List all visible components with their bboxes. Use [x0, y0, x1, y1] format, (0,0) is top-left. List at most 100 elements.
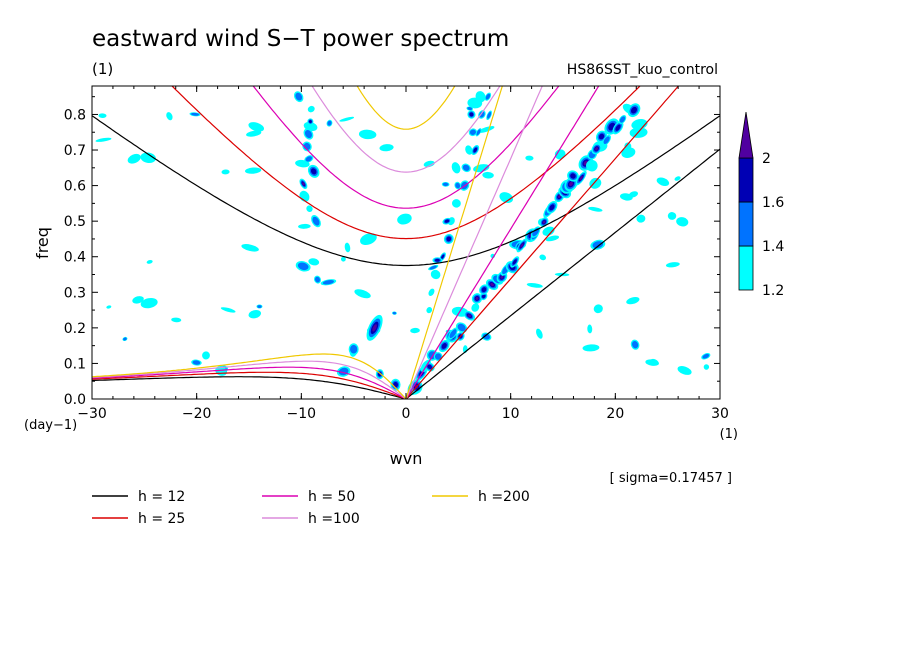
- power-contour-level: [302, 182, 305, 186]
- power-contour-level: [467, 107, 473, 111]
- dispersion-curve: [171, 86, 641, 240]
- power-blob: [536, 328, 543, 339]
- power-blob: [220, 307, 236, 313]
- x-tick-label: 30: [711, 406, 729, 422]
- power-blob: [626, 297, 640, 305]
- power-contour-level: [327, 120, 332, 126]
- power-contour-level: [676, 217, 689, 227]
- power-blob: [441, 181, 450, 187]
- power-blob: [304, 155, 314, 163]
- power-contour-level: [542, 220, 546, 224]
- power-contour-level: [455, 182, 461, 189]
- power-contour-level: [497, 56, 506, 66]
- y-tick-label: 0.4: [64, 250, 86, 266]
- legend-label: h = 12: [138, 489, 185, 505]
- colorbar-segment: [738, 201, 754, 247]
- power-contour-level: [257, 305, 262, 308]
- power-blob: [428, 264, 439, 271]
- power-contour-level: [435, 258, 440, 262]
- power-blob: [496, 54, 509, 68]
- power-blob: [468, 128, 478, 137]
- power-blob: [567, 170, 579, 182]
- power-blob: [311, 215, 321, 228]
- power-blob: [306, 205, 313, 212]
- power-blob: [302, 141, 312, 152]
- chart-subtitle-left: (1): [92, 60, 113, 78]
- y-axis-unit: (day−1): [24, 418, 77, 433]
- power-blob: [591, 143, 602, 155]
- power-blob: [432, 257, 443, 264]
- power-contour-level: [451, 162, 461, 174]
- power-blob: [344, 242, 351, 253]
- power-contour-level: [444, 219, 450, 223]
- power-contour-level: [645, 359, 659, 366]
- power-contour-level: [221, 169, 230, 175]
- x-tick-label: 10: [502, 406, 520, 422]
- power-contour-level: [626, 297, 640, 305]
- power-contour-level: [146, 259, 153, 264]
- power-blob: [256, 304, 263, 309]
- power-contour-level: [479, 111, 485, 118]
- power-blob: [645, 359, 659, 366]
- power-contour-level: [473, 147, 478, 153]
- power-contour-level: [488, 74, 499, 84]
- power-contour-level: [588, 206, 603, 212]
- power-contour-level: [392, 311, 397, 315]
- power-contour-level: [621, 147, 636, 158]
- power-blob: [438, 339, 450, 353]
- power-contour-level: [520, 243, 524, 248]
- power-blob: [665, 262, 680, 268]
- power-contour-level: [98, 113, 107, 119]
- power-contour-level: [465, 145, 473, 155]
- dispersion-curve: [405, 86, 680, 399]
- power-blob: [326, 119, 333, 127]
- power-contour-level: [593, 304, 603, 314]
- power-blob: [471, 303, 480, 312]
- y-tick-label: 0.1: [64, 356, 86, 372]
- power-blob: [488, 74, 499, 84]
- power-contour-level: [499, 58, 505, 65]
- colorbar-label: 1.2: [762, 283, 784, 299]
- power-contour-level: [95, 137, 112, 142]
- power-contour-level: [322, 279, 335, 285]
- power-blob: [463, 310, 476, 321]
- power-blob: [295, 261, 311, 272]
- power-blob: [471, 293, 483, 304]
- power-blob: [299, 178, 308, 190]
- power-blob: [589, 177, 602, 189]
- power-contour-level: [350, 344, 358, 354]
- power-contour-level: [628, 191, 638, 198]
- power-contour-level: [636, 214, 646, 223]
- power-blob: [397, 213, 412, 225]
- power-blob: [241, 244, 259, 252]
- power-contour-level: [428, 288, 435, 296]
- legend-label: h = 50: [308, 489, 355, 505]
- power-blob: [140, 152, 156, 163]
- colorbar-label: 2: [762, 151, 771, 167]
- power-contour-level: [127, 153, 141, 164]
- power-contour-level: [476, 129, 481, 136]
- dispersion-curve: [92, 353, 407, 399]
- power-contour-level: [481, 287, 487, 293]
- power-blob: [478, 110, 486, 119]
- power-contour-level: [423, 160, 435, 168]
- power-blob: [132, 296, 144, 304]
- plot-frame: [91, 85, 721, 400]
- power-blob: [320, 279, 337, 286]
- power-contour-level: [475, 296, 479, 300]
- dispersion-curve: [92, 360, 407, 399]
- power-contour-level: [457, 323, 466, 332]
- power-blob: [299, 190, 310, 202]
- x-axis-unit: (1): [720, 427, 738, 442]
- y-tick-label: 0.5: [64, 214, 86, 230]
- power-contour-level: [569, 181, 573, 186]
- power-contour-level: [304, 129, 312, 139]
- power-blob: [677, 366, 692, 375]
- power-blob: [191, 359, 202, 366]
- power-blob: [171, 317, 182, 323]
- power-contour-level: [592, 241, 604, 249]
- power-blob: [516, 238, 528, 253]
- power-contour-level: [587, 324, 593, 334]
- power-contour-level: [442, 182, 449, 187]
- power-blob: [545, 235, 560, 242]
